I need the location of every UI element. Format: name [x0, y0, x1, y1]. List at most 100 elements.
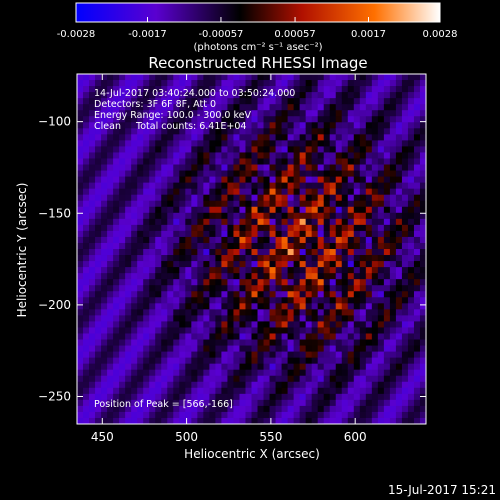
heatmap-cell — [293, 255, 301, 262]
heatmap-cell — [167, 273, 174, 280]
heatmap-cell — [299, 369, 307, 377]
heatmap-cell — [395, 249, 403, 256]
heatmap-cell — [143, 242, 150, 250]
heatmap-cell — [221, 309, 228, 316]
heatmap-cell — [383, 363, 391, 371]
heatmap-cell — [191, 297, 198, 304]
heatmap-cell — [329, 375, 337, 383]
heatmap-cell — [383, 357, 391, 365]
heatmap-cell — [419, 393, 427, 401]
heatmap-cell — [161, 357, 168, 365]
heatmap-cell — [95, 110, 102, 117]
heatmap-cell — [419, 321, 427, 328]
heatmap-cell — [221, 255, 228, 262]
heatmap-cell — [257, 357, 264, 365]
heatmap-cell — [383, 224, 391, 232]
heatmap-cell — [311, 399, 319, 407]
heatmap-cell — [281, 194, 289, 202]
heatmap-cell — [125, 116, 132, 123]
heatmap-cell — [371, 267, 379, 274]
heatmap-cell — [215, 140, 222, 147]
heatmap-cell — [353, 182, 361, 190]
heatmap-cell — [383, 399, 391, 407]
heatmap-cell — [233, 297, 240, 304]
heatmap-cell — [275, 261, 282, 268]
heatmap-cell — [227, 146, 234, 153]
heatmap-cell — [377, 188, 385, 196]
heatmap-cell — [389, 80, 397, 87]
heatmap-cell — [377, 303, 385, 310]
heatmap-cell — [371, 134, 379, 141]
heatmap-cell — [293, 92, 301, 99]
heatmap-cell — [119, 267, 126, 274]
heatmap-cell — [179, 236, 186, 244]
heatmap-cell — [281, 200, 289, 208]
heatmap-cell — [125, 188, 132, 196]
heatmap-cell — [377, 242, 385, 250]
heatmap-cell — [143, 393, 150, 401]
heatmap-cell — [305, 291, 313, 298]
heatmap-cell — [113, 339, 120, 346]
heatmap-cell — [221, 200, 228, 208]
heatmap-cell — [245, 242, 252, 250]
heatmap-cell — [257, 110, 264, 117]
heatmap-cell — [311, 345, 319, 352]
heatmap-cell — [155, 315, 162, 322]
heatmap-cell — [251, 291, 258, 298]
heatmap-cell — [155, 297, 162, 304]
heatmap-cell — [377, 194, 385, 202]
heatmap-cell — [287, 363, 295, 371]
heatmap-cell — [233, 285, 240, 292]
heatmap-cell — [359, 309, 367, 316]
heatmap-cell — [233, 369, 240, 377]
heatmap-cell — [161, 134, 168, 141]
heatmap-cell — [113, 417, 120, 425]
heatmap-cell — [101, 417, 108, 425]
heatmap-cell — [401, 267, 409, 274]
heatmap-cell — [209, 285, 216, 292]
heatmap-cell — [125, 122, 132, 129]
heatmap-cell — [215, 333, 222, 340]
heatmap-cell — [359, 182, 367, 190]
heatmap-cell — [197, 158, 204, 165]
heatmap-cell — [83, 74, 90, 81]
heatmap-cell — [107, 176, 114, 184]
heatmap-cell — [341, 194, 349, 202]
heatmap-cell — [401, 224, 409, 232]
heatmap-cell — [215, 158, 222, 165]
heatmap-cell — [263, 212, 270, 220]
heatmap-cell — [89, 249, 96, 256]
heatmap-cell — [299, 303, 307, 310]
heatmap-cell — [305, 74, 313, 81]
heatmap-cell — [119, 152, 126, 159]
heatmap-cell — [329, 321, 337, 328]
heatmap-cell — [209, 333, 216, 340]
heatmap-cell — [287, 158, 295, 165]
heatmap-cell — [335, 158, 343, 165]
heatmap-cell — [125, 242, 132, 250]
x-tick-label: 450 — [91, 430, 114, 444]
heatmap-cell — [275, 381, 282, 389]
heatmap-cell — [185, 297, 192, 304]
heatmap-cell — [119, 182, 126, 190]
heatmap-cell — [167, 399, 174, 407]
heatmap-cell — [149, 321, 156, 328]
heatmap-cell — [89, 273, 96, 280]
heatmap-cell — [413, 255, 421, 262]
heatmap-cell — [167, 249, 174, 256]
heatmap-cell — [323, 267, 331, 274]
heatmap-cell — [149, 182, 156, 190]
heatmap-cell — [383, 321, 391, 328]
heatmap-cell — [125, 363, 132, 371]
heatmap-cell — [395, 339, 403, 346]
heatmap-cell — [227, 218, 234, 226]
heatmap-cell — [335, 134, 343, 141]
heatmap-cell — [347, 393, 355, 401]
heatmap-cell — [365, 134, 373, 141]
heatmap-cell — [419, 242, 427, 250]
heatmap-cell — [329, 110, 337, 117]
heatmap-cell — [143, 249, 150, 256]
heatmap-cell — [215, 285, 222, 292]
heatmap-cell — [389, 206, 397, 214]
heatmap-cell — [167, 110, 174, 117]
